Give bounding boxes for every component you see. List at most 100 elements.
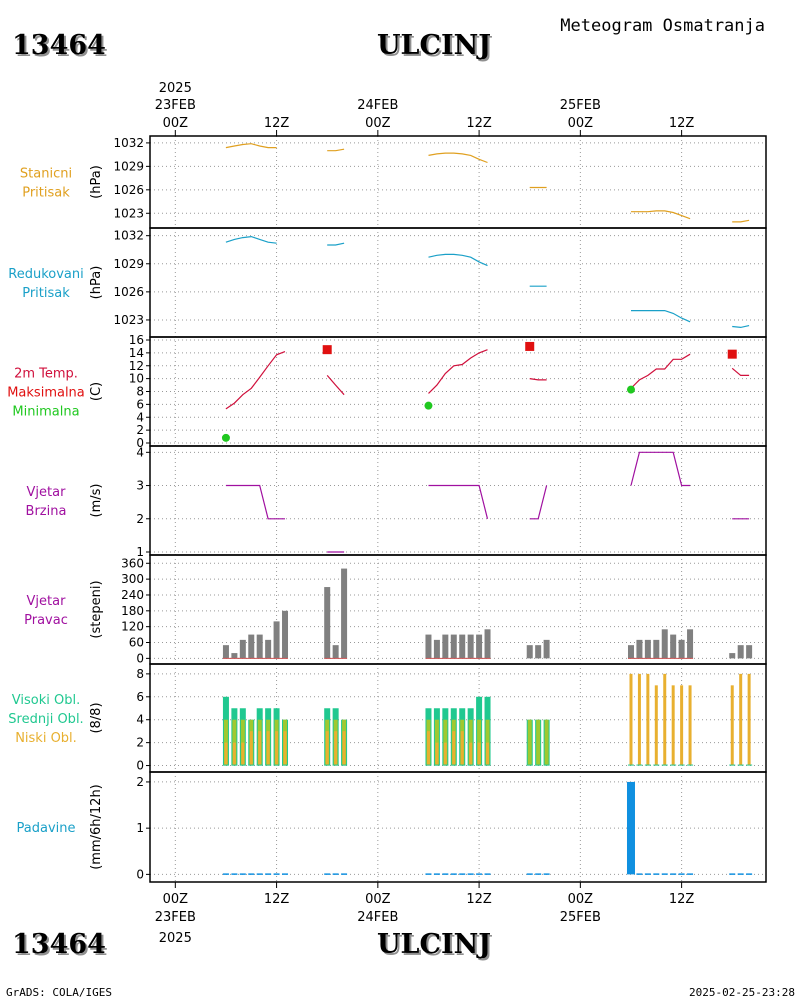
cloud-baseline <box>425 764 432 766</box>
direction-bar <box>459 634 466 659</box>
direction-bar <box>526 645 533 659</box>
cloud-baseline <box>324 764 331 766</box>
series-line <box>428 152 488 164</box>
cloud-baseline <box>644 764 651 766</box>
year-label-top: 2025 <box>159 81 192 96</box>
unit-label: (hPa) <box>89 266 104 300</box>
direction-bar <box>687 629 694 659</box>
unit-label: (stepeni) <box>89 580 104 638</box>
tmin-marker <box>221 433 230 442</box>
y-tick-label: 240 <box>121 588 144 602</box>
direction-bar <box>644 639 651 659</box>
y-tick-label: 1026 <box>113 285 144 299</box>
y-tick-label: 1029 <box>113 159 144 173</box>
credit: GrADS: COLA/IGES <box>6 986 112 999</box>
panels: 1023102610291032(hPa)StanicniPritisak102… <box>7 135 767 883</box>
unit-label: (C) <box>89 382 104 401</box>
y-tick-label: 1032 <box>113 229 144 243</box>
series-line <box>732 325 750 329</box>
cloud-bar <box>460 731 464 766</box>
cloud-baseline <box>467 764 474 766</box>
precip-bar <box>670 873 677 875</box>
series-line <box>225 351 286 410</box>
y-tick-label: 6 <box>136 397 144 411</box>
direction-bar <box>239 639 246 659</box>
cloud-baseline <box>678 764 685 766</box>
y-tick-label: 1023 <box>113 313 144 327</box>
precip-bar <box>239 873 246 875</box>
panel-label: Maksimalna <box>7 386 85 401</box>
panel-clouds: 0 2 4 6 8 (8/8) Visoki Obl. Srednji Obl. Niski O… <box>8 663 767 773</box>
precip-bar <box>332 873 339 875</box>
direction-bar <box>678 639 685 659</box>
series-line <box>225 484 285 520</box>
cloud-baseline <box>476 764 483 766</box>
station-name-bottom: ULCINJ <box>377 929 491 960</box>
panel-label: Pritisak <box>22 186 70 201</box>
direction-bar <box>231 653 238 659</box>
date-label-bottom: 25FEB <box>560 910 601 925</box>
y-tick-label: 4 <box>136 713 144 727</box>
direction-bar <box>256 634 263 659</box>
cloud-baseline <box>433 764 440 766</box>
direction-bar <box>442 634 449 659</box>
direction-bar <box>476 634 483 659</box>
time-tick-label-top: 00Z <box>568 116 594 131</box>
y-tick-label: 4 <box>136 410 144 424</box>
time-tick-label-bottom: 00Z <box>365 892 391 907</box>
date-label-bottom: 23FEB <box>155 910 196 925</box>
y-tick-label: 300 <box>121 572 144 586</box>
y-tick-label: 12 <box>129 359 144 373</box>
grid-precipitation <box>150 772 766 882</box>
precip-bar <box>746 873 753 875</box>
cloud-bar <box>646 673 650 766</box>
precip-bar <box>687 873 694 875</box>
y-tick-label: 8 <box>136 385 144 399</box>
cloud-bar <box>688 685 692 766</box>
time-tick-label-top: 12Z <box>264 116 290 131</box>
panel-label: Brzina <box>26 504 67 519</box>
time-tick-label-bottom: 12Z <box>264 892 290 907</box>
direction-bar <box>627 645 634 659</box>
cloud-bar <box>258 731 262 766</box>
time-tick-label-bottom: 12Z <box>669 892 695 907</box>
panel-frame <box>149 445 767 556</box>
cloud-baseline <box>239 764 246 766</box>
direction-bar <box>265 639 272 659</box>
series-line <box>327 148 345 152</box>
cloud-bar <box>486 742 490 766</box>
direction-bar <box>535 645 542 659</box>
series-line <box>631 210 691 220</box>
y-tick-label: 1023 <box>113 206 144 220</box>
direction-bar <box>248 634 255 659</box>
series-line <box>731 367 750 376</box>
y-tick-label: 2 <box>136 736 144 750</box>
cloud-baseline <box>543 764 550 766</box>
time-axis-bottom: 2025 23FEB 24FEB 25FEB 00Z 12Z 00Z 12Z 00Z 12Z <box>155 882 695 946</box>
station-name-top-shadow: ULCINJ <box>379 32 493 63</box>
precip-bar <box>543 873 550 875</box>
cloud-bar <box>224 742 228 766</box>
series-line <box>428 349 488 394</box>
cloud-bar <box>342 731 346 766</box>
precip-bar <box>442 873 449 875</box>
direction-bar <box>636 639 643 659</box>
series-line <box>529 485 548 520</box>
direction-bar <box>543 639 550 659</box>
direction-bar <box>450 634 457 659</box>
panel-label: Padavine <box>17 821 76 836</box>
time-tick-label-bottom: 00Z <box>163 892 189 907</box>
y-tick-label: 10 <box>129 372 144 386</box>
series-line <box>428 253 488 267</box>
panel-frame <box>149 771 767 883</box>
cloud-bar <box>739 673 743 766</box>
cloud-bar <box>536 719 541 766</box>
date-label-top: 25FEB <box>560 98 601 113</box>
direction-bar <box>433 639 440 659</box>
cloud-baseline <box>653 764 660 766</box>
series-line <box>529 378 547 381</box>
precip-bar <box>341 873 348 875</box>
precip-bar <box>248 873 255 875</box>
